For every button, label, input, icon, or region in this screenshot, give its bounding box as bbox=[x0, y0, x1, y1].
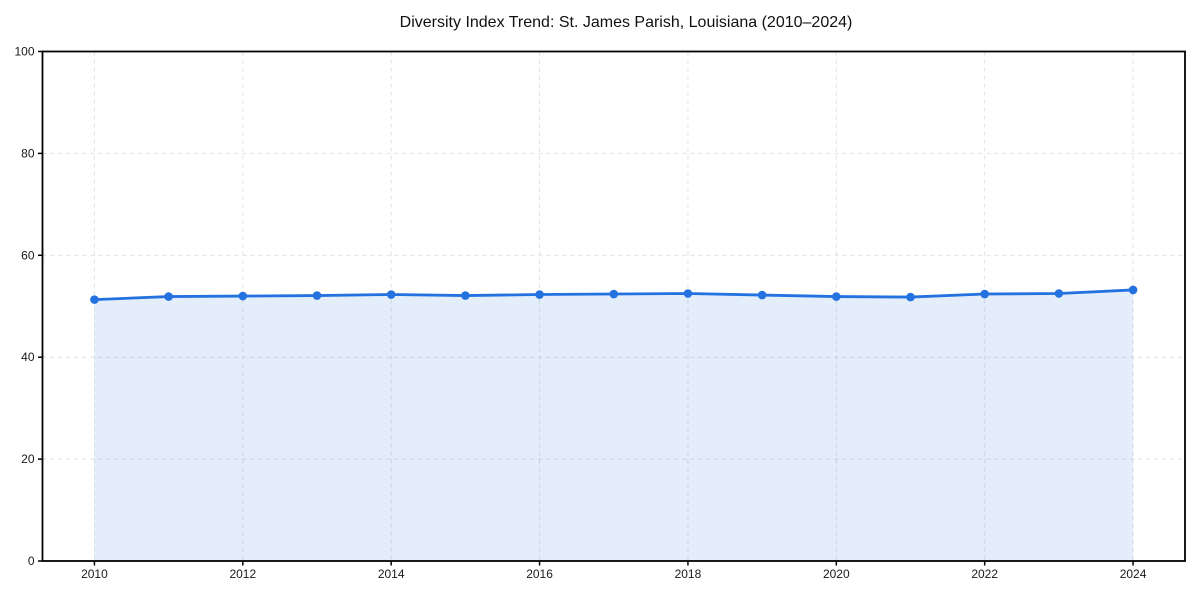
x-tick-label: 2024 bbox=[1120, 567, 1147, 581]
x-tick-label: 2012 bbox=[229, 567, 256, 581]
plot-border bbox=[41, 50, 1186, 562]
data-point-2012 bbox=[238, 291, 248, 301]
data-point-2024 bbox=[1128, 285, 1138, 295]
chart-title: Diversity Index Trend: St. James Parish,… bbox=[400, 14, 853, 31]
y-tick-label: 40 bbox=[21, 350, 35, 364]
data-point-2020 bbox=[832, 292, 841, 301]
plot-area: 0 20 40 60 80 100 2010 2012 2014 2016 2018 2020 2022… bbox=[14, 45, 1186, 581]
y-tick-label: 20 bbox=[21, 452, 35, 466]
x-tick-label: 2020 bbox=[823, 567, 850, 581]
y-tick-label: 0 bbox=[28, 554, 35, 568]
data-point-2022 bbox=[980, 289, 989, 299]
data-point-2016 bbox=[535, 290, 544, 299]
x-tick-label: 2010 bbox=[81, 567, 108, 581]
data-point-2014 bbox=[386, 290, 396, 299]
y-tick-label: 80 bbox=[21, 146, 35, 160]
x-tick-label: 2018 bbox=[675, 567, 702, 581]
y-tick-label: 100 bbox=[14, 45, 34, 59]
data-point-2018 bbox=[683, 289, 693, 298]
data-point-2023 bbox=[1054, 289, 1064, 298]
data-point-2021 bbox=[906, 292, 915, 302]
x-tick-label: 2016 bbox=[526, 567, 553, 581]
data-point-2019 bbox=[757, 290, 767, 300]
data-point-2013 bbox=[312, 291, 322, 300]
data-point-2017 bbox=[609, 289, 619, 299]
y-tick-label: 60 bbox=[21, 248, 35, 262]
data-point-2011 bbox=[164, 292, 173, 301]
data-point-2015 bbox=[461, 291, 470, 300]
data-point-2010 bbox=[90, 295, 99, 304]
x-tick-label: 2014 bbox=[378, 567, 405, 581]
x-tick-label: 2022 bbox=[971, 567, 998, 581]
area-fill bbox=[94, 289, 1134, 561]
